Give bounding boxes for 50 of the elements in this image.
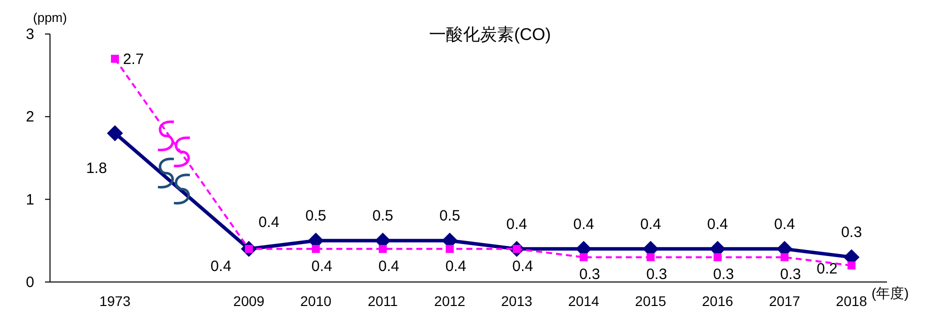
data-label: 0.5 (439, 208, 460, 225)
point (714, 253, 722, 262)
y-tick-label: 3 (26, 26, 34, 43)
x-tick-label: 2010 (300, 293, 332, 309)
data-label: 0.3 (713, 266, 734, 284)
data-label: 0.4 (774, 216, 795, 233)
data-label: 0.4 (512, 258, 534, 275)
point (780, 253, 789, 262)
data-label: 0.4 (378, 258, 400, 275)
data-label: 1.8 (86, 160, 107, 178)
x-tick-label: 2017 (768, 293, 800, 309)
y-tick-label: 2 (26, 108, 34, 126)
data-label: 0.2 (816, 260, 838, 278)
data-label: 0.3 (646, 266, 668, 284)
point (106, 125, 123, 142)
point (848, 261, 856, 270)
x-tick-label: 2015 (635, 293, 666, 309)
x-tick-label: 1973 (99, 293, 131, 309)
x-tick-label: 2013 (501, 293, 532, 309)
x-axis-title: (年度) (872, 285, 909, 301)
y-tick-label: 0 (26, 274, 34, 291)
point (446, 244, 454, 253)
point (378, 244, 387, 253)
data-label: 0.4 (707, 216, 728, 233)
data-label: 0.4 (640, 216, 662, 233)
y-tick-label: 1 (26, 191, 34, 208)
point (110, 54, 119, 63)
data-label: 0.4 (573, 216, 594, 233)
data-label: 2.7 (122, 50, 144, 68)
chart-title: 一酸化炭素(CO) (429, 25, 551, 44)
x-tick-label: 2014 (568, 293, 600, 309)
point (646, 253, 655, 262)
data-label: 0.4 (210, 258, 232, 275)
x-tick-label: 2018 (836, 293, 868, 309)
data-label: 0.4 (445, 258, 466, 275)
data-label: 0.4 (311, 258, 332, 275)
data-label: 0.4 (506, 216, 528, 233)
x-tick-label: 2012 (434, 293, 466, 309)
data-label: 0.3 (579, 266, 600, 284)
point (312, 244, 320, 253)
point (580, 253, 588, 262)
y-axis-title: (ppm) (33, 10, 67, 25)
x-tick-label: 2011 (368, 293, 398, 309)
data-label: 0.5 (305, 208, 326, 225)
x-tick-label: 2016 (702, 293, 734, 309)
data-label: 0.4 (258, 214, 280, 231)
data-label: 0.3 (841, 224, 862, 242)
x-tick-label: 2009 (233, 293, 265, 309)
data-label: 0.3 (780, 266, 801, 284)
data-label: 0.5 (372, 208, 394, 225)
